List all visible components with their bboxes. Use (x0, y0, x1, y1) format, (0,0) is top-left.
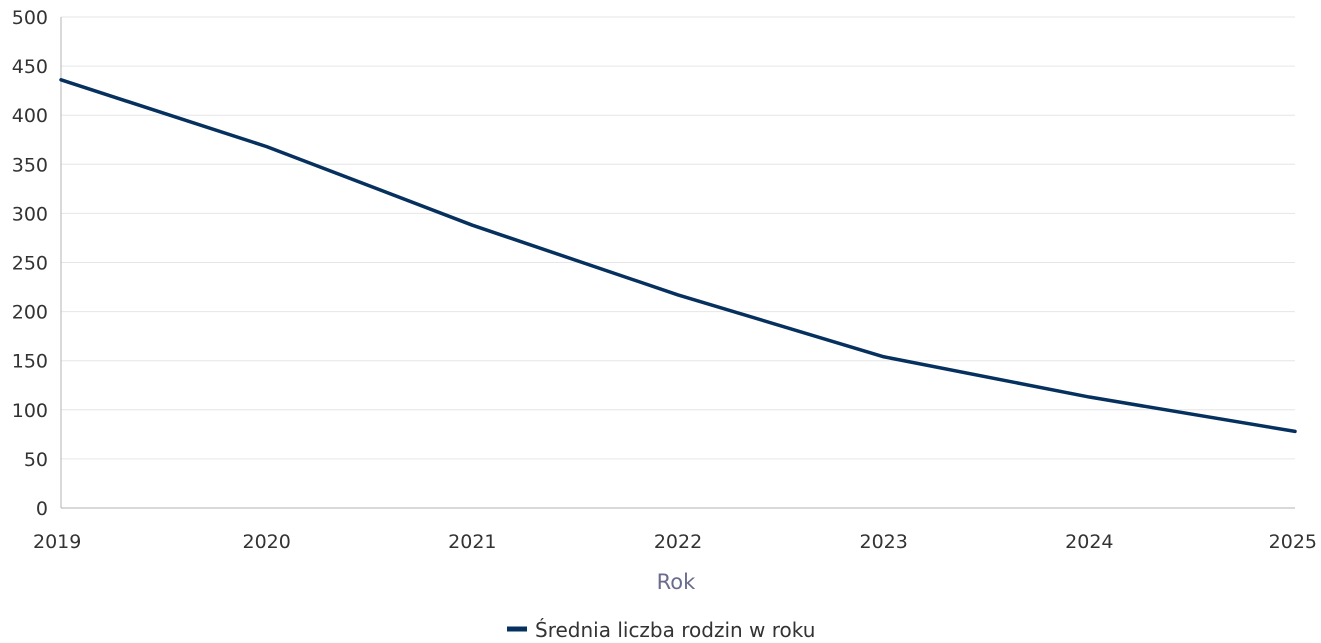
data-point[interactable] (57, 76, 65, 84)
y-tick-label: 50 (24, 449, 48, 471)
x-axis-title: Rok (657, 570, 696, 594)
y-tick-label: 300 (12, 203, 48, 225)
y-tick-label: 350 (12, 154, 48, 176)
y-tick-label: 150 (12, 351, 48, 373)
y-tick-label: 500 (12, 7, 48, 29)
data-point[interactable] (468, 221, 476, 229)
gridlines (61, 16, 1295, 460)
x-tick-label: 2025 (1269, 531, 1317, 553)
x-tick-label: 2020 (242, 531, 290, 553)
series-line (59, 78, 1297, 434)
y-tick-label: 200 (12, 302, 48, 324)
y-tick-label: 250 (12, 253, 48, 275)
x-tick-label: 2022 (654, 531, 702, 553)
series-lines (57, 76, 1299, 435)
x-tick-label: 2019 (33, 531, 81, 553)
y-axis-tick-labels: 0 50 100 150 200 250 300 350 400 450 500 (12, 7, 48, 520)
data-point[interactable] (263, 143, 271, 151)
x-tick-label: 2024 (1065, 531, 1113, 553)
legend-label: Średnia liczba rodzin w roku (535, 618, 815, 642)
x-tick-label: 2021 (448, 531, 496, 553)
data-point[interactable] (674, 291, 682, 299)
axes (60, 17, 1295, 509)
x-axis-tick-labels: 2019 2020 2021 2022 2023 2024 2025 (33, 531, 1317, 553)
y-tick-label: 0 (36, 498, 48, 520)
y-tick-label: 100 (12, 400, 48, 422)
legend[interactable]: Średnia liczba rodzin w roku (507, 618, 815, 642)
x-tick-label: 2023 (859, 531, 907, 553)
y-tick-label: 400 (12, 105, 48, 127)
data-point[interactable] (1291, 427, 1299, 435)
data-point[interactable] (1085, 393, 1093, 401)
data-point[interactable] (880, 353, 888, 361)
y-tick-label: 450 (12, 56, 48, 78)
